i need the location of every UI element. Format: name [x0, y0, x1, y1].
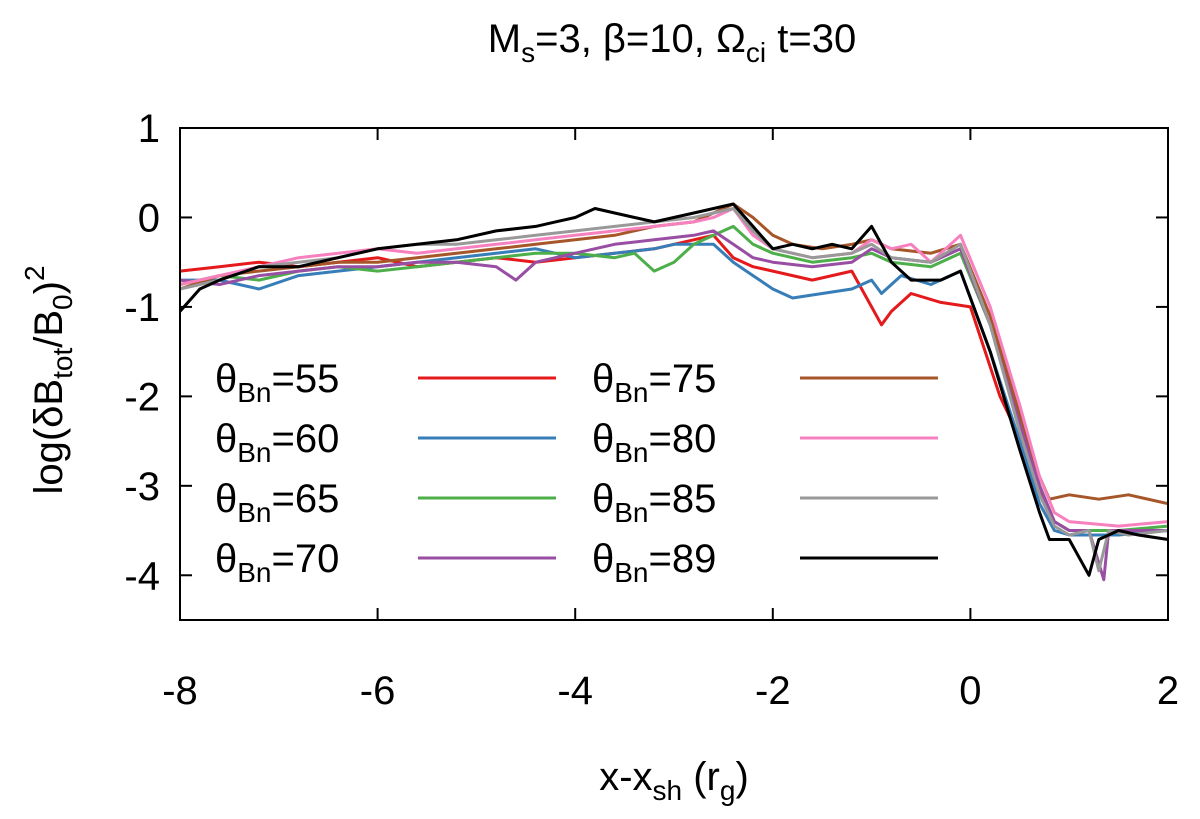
y-tick-label: -1: [124, 286, 160, 330]
axis-ticks: -8 -6 -4 -2 0 2 1 0 -1 -2 -3 -4: [124, 107, 1179, 713]
x-tick-label: -6: [360, 669, 396, 713]
y-tick-label: 1: [138, 107, 160, 151]
x-axis-label: x-xsh (rg): [599, 755, 749, 806]
y-tick-label: -2: [124, 375, 160, 419]
legend: θBn=55 θBn=60 θBn=65 θBn=70 θBn=75 θBn=80 θBn=…: [215, 357, 938, 588]
chart-title: Ms=3, β=10, Ωci t=30: [488, 17, 856, 68]
legend-label: θBn=70: [215, 537, 339, 588]
x-tick-label: 0: [959, 669, 981, 713]
legend-label: θBn=75: [592, 357, 716, 408]
y-tick-label: 0: [138, 196, 160, 240]
plot-frame: [179, 127, 1169, 621]
y-tick-label: -3: [124, 465, 160, 509]
series-line-89: [178, 202, 1169, 577]
legend-label: θBn=60: [215, 417, 339, 468]
legend-label: θBn=89: [592, 537, 716, 588]
y-tick-label: -4: [124, 554, 160, 598]
y-axis-label: log(δBtot/B0)2: [19, 265, 78, 494]
x-tick-label: -2: [755, 669, 791, 713]
x-tick-label: -4: [557, 669, 593, 713]
series-line-70: [179, 229, 1168, 582]
legend-label: θBn=85: [592, 477, 716, 528]
legend-label: θBn=80: [592, 417, 716, 468]
series-lines: [178, 202, 1169, 582]
legend-label: θBn=65: [215, 477, 339, 528]
legend-label: θBn=55: [215, 357, 339, 408]
x-tick-label: -8: [162, 669, 198, 713]
x-tick-label: 2: [1157, 669, 1179, 713]
